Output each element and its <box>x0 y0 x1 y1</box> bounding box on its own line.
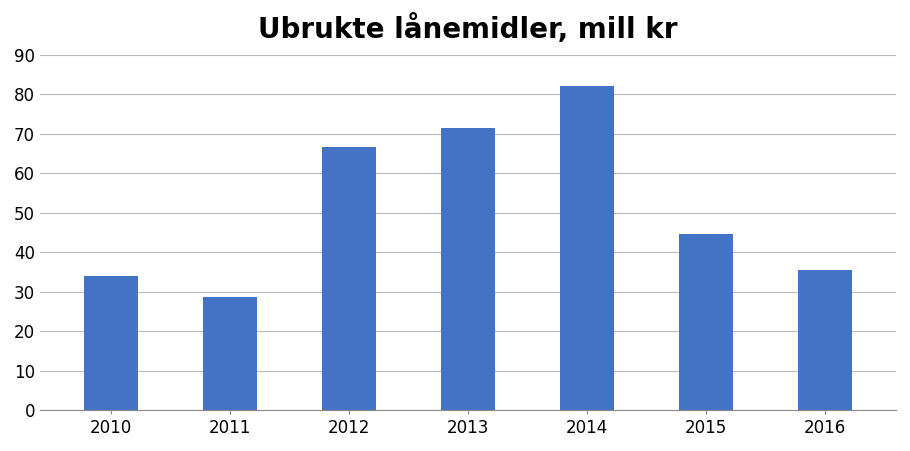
Bar <box>798 270 852 410</box>
Title: Ubrukte lånemidler, mill kr: Ubrukte lånemidler, mill kr <box>258 14 678 44</box>
Bar <box>441 128 495 410</box>
Bar <box>322 147 376 410</box>
Bar <box>679 235 733 410</box>
Bar <box>561 86 613 410</box>
Bar <box>204 298 257 410</box>
Bar <box>85 276 138 410</box>
